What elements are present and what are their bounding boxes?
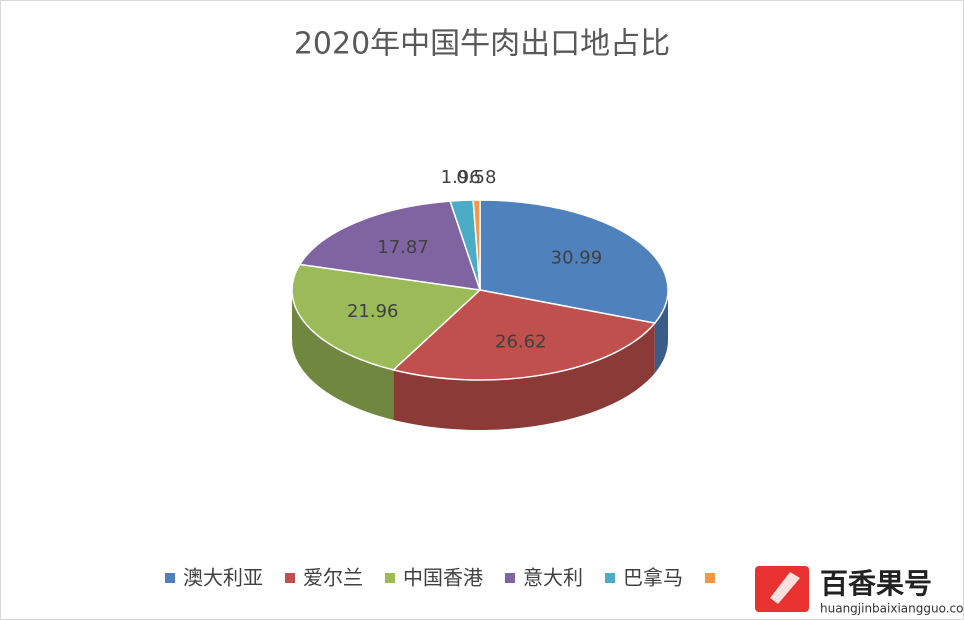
- data-label: 1.96: [441, 167, 481, 188]
- legend-label: 爱尔兰: [303, 566, 363, 590]
- legend-label: 澳大利亚: [183, 566, 263, 590]
- legend-swatch: [705, 573, 715, 583]
- slice-side: [393, 323, 655, 430]
- legend-label: 意大利: [523, 566, 583, 590]
- pie: 30.99 26.62 21.96 17.87 1.960.58: [291, 167, 669, 430]
- data-label: 0.58: [456, 167, 496, 188]
- watermark-url: huangjinbaixiangguo.com: [820, 602, 964, 616]
- legend-label: 巴拿马: [623, 566, 683, 590]
- slice: [472, 199, 481, 291]
- data-label: 26.62: [495, 331, 547, 352]
- watermark-logo-mark: [770, 572, 800, 604]
- watermark-title: 百香果号: [820, 567, 932, 600]
- legend-swatch: [605, 573, 615, 583]
- slice: [298, 200, 482, 291]
- legend-swatch: [505, 573, 515, 583]
- slice-side: [292, 290, 394, 420]
- data-label: 17.87: [377, 237, 429, 258]
- legend-swatch: [385, 573, 395, 583]
- data-label: 21.96: [347, 301, 399, 322]
- watermark: 百香果号 huangjinbaixiangguo.com: [755, 566, 964, 616]
- slice: [291, 263, 482, 371]
- legend-label: 中国香港: [403, 566, 483, 590]
- data-label: 30.99: [551, 248, 603, 269]
- legend: 澳大利亚 爱尔兰 中国香港 意大利 巴拿马: [165, 566, 715, 590]
- slice: [479, 199, 669, 324]
- slice-side: [654, 290, 668, 374]
- legend-swatch: [285, 573, 295, 583]
- legend-swatch: [165, 573, 175, 583]
- slice: [391, 289, 657, 381]
- chart-title: 2020年中国牛肉出口地占比: [294, 27, 670, 62]
